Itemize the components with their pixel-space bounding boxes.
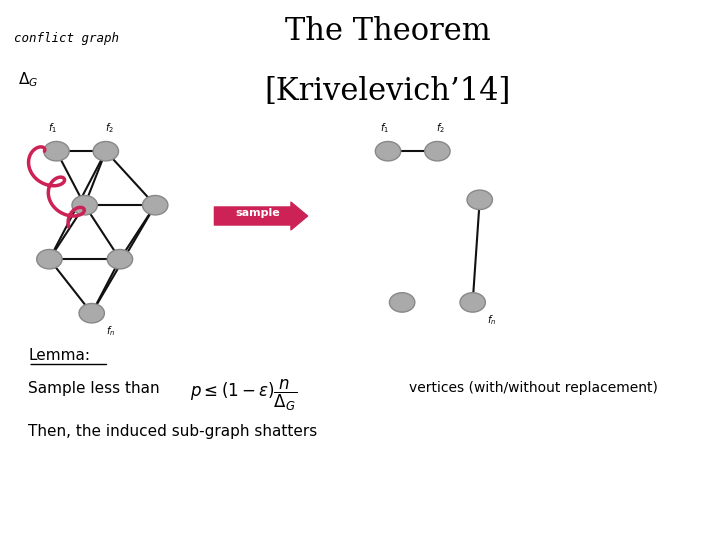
Circle shape xyxy=(467,190,492,210)
FancyArrowPatch shape xyxy=(215,202,307,230)
Text: conflict graph: conflict graph xyxy=(14,32,119,45)
Text: Then, the induced sub-graph shatters: Then, the induced sub-graph shatters xyxy=(28,424,318,439)
Text: $f_2$: $f_2$ xyxy=(436,121,446,135)
Circle shape xyxy=(79,303,104,323)
Circle shape xyxy=(72,195,97,215)
Text: $\Delta_G$: $\Delta_G$ xyxy=(17,70,38,89)
Circle shape xyxy=(107,249,132,269)
Text: Lemma:: Lemma: xyxy=(28,348,90,363)
Text: The Theorem: The Theorem xyxy=(285,16,491,47)
Circle shape xyxy=(390,293,415,312)
Text: $f_n$: $f_n$ xyxy=(487,313,496,327)
Text: $p \leq (1-\epsilon)\dfrac{n}{\Delta_G}$: $p \leq (1-\epsilon)\dfrac{n}{\Delta_G}$ xyxy=(191,378,297,413)
Text: $f_1$: $f_1$ xyxy=(48,121,58,135)
Circle shape xyxy=(460,293,485,312)
Text: Sample less than: Sample less than xyxy=(28,381,160,396)
Text: sample: sample xyxy=(235,208,280,218)
Text: vertices (with/without replacement): vertices (with/without replacement) xyxy=(409,381,658,395)
Text: [Krivelevich’14]: [Krivelevich’14] xyxy=(265,76,511,106)
Circle shape xyxy=(93,141,119,161)
Text: $f_1$: $f_1$ xyxy=(380,121,389,135)
Text: $f_2$: $f_2$ xyxy=(105,121,114,135)
Circle shape xyxy=(37,249,62,269)
Circle shape xyxy=(44,141,69,161)
Circle shape xyxy=(143,195,168,215)
Circle shape xyxy=(425,141,450,161)
Circle shape xyxy=(375,141,401,161)
Text: $f_n$: $f_n$ xyxy=(106,324,115,338)
